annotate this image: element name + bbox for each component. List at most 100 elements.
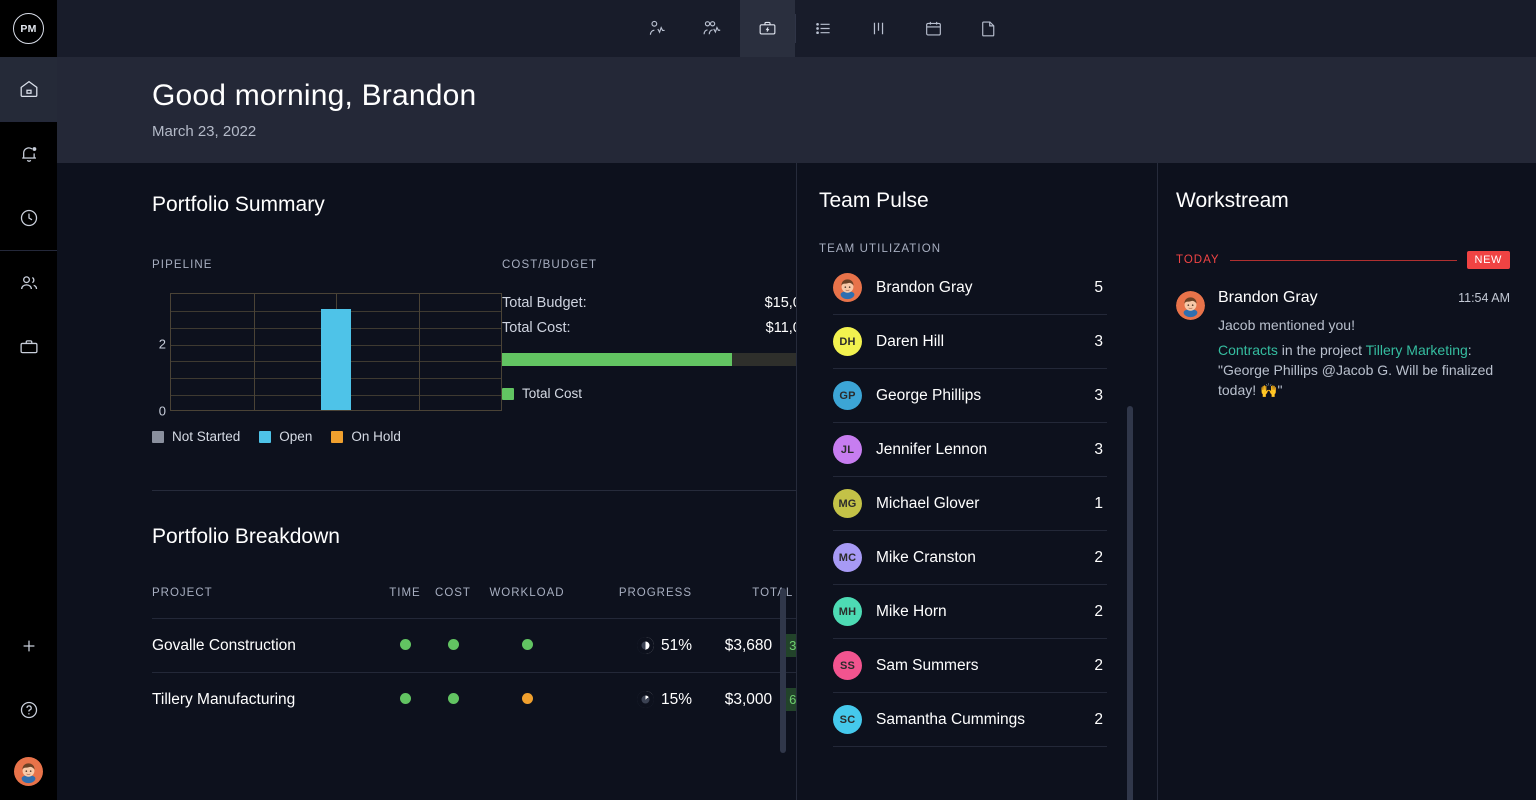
member-task-count: 3: [1094, 440, 1103, 458]
portfolio-scrollbar[interactable]: [780, 588, 786, 753]
member-avatar-initials: SS: [833, 651, 862, 680]
member-name: Brandon Gray: [876, 278, 973, 296]
status-dot-workload: [521, 638, 533, 650]
cell-progress: 15%: [577, 691, 692, 709]
member-avatar-initials: SC: [833, 705, 862, 734]
total-cost-key: Total Cost:: [502, 320, 571, 336]
sidebar-item-projects[interactable]: [0, 315, 57, 379]
legend-label: Not Started: [172, 429, 241, 444]
sidebar-user-avatar[interactable]: [0, 742, 57, 800]
sidebar-item-add[interactable]: [0, 614, 57, 678]
list-item[interactable]: MH Mike Horn 2: [833, 585, 1107, 639]
sidebar-item-notifications[interactable]: [0, 122, 57, 186]
cost-budget-section: COST/BUDGET Total Budget: $15,000 Total …: [502, 259, 796, 444]
topnav-item-calendar[interactable]: [906, 0, 961, 57]
topnav-item-documents[interactable]: [961, 0, 1016, 57]
home-icon: [18, 78, 40, 100]
chart-bar[interactable]: [321, 308, 351, 410]
sidebar-item-timesheets[interactable]: [0, 186, 57, 250]
workstream-project-link[interactable]: Tillery Marketing: [1365, 342, 1468, 358]
chart-gridline-v: [418, 294, 420, 410]
total-budget-value: $15,000: [764, 295, 796, 311]
portfolio-breakdown-title: Portfolio Breakdown: [152, 525, 340, 548]
avatar: [1176, 291, 1205, 320]
cell-progress: 51%: [577, 637, 692, 655]
app-logo[interactable]: PM: [0, 0, 57, 57]
member-avatar-initials: DH: [833, 327, 862, 356]
panel-divider-2: [1157, 163, 1158, 800]
list-item[interactable]: MC Mike Cranston 2: [833, 531, 1107, 585]
workstream-mid-text: in the project: [1277, 342, 1366, 358]
topnav-item-portfolio[interactable]: [739, 0, 795, 57]
plus-icon: [19, 636, 39, 656]
member-name: Mike Cranston: [876, 548, 976, 566]
help-icon: [18, 699, 40, 721]
workstream-day-divider: TODAY NEW: [1176, 251, 1510, 269]
total-cost-amount: $3,000: [724, 690, 773, 708]
chart-legend-item[interactable]: On Hold: [331, 429, 401, 444]
top-bar: [57, 0, 1536, 57]
total-budget-row: Total Budget: $15,000: [502, 295, 796, 311]
workstream-task-link[interactable]: Contracts: [1218, 342, 1278, 358]
member-name: Daren Hill: [876, 332, 945, 350]
workstream-avatar: [1176, 291, 1205, 320]
greeting-band: Good morning, Brandon March 23, 2022: [57, 57, 1536, 163]
topnav-item-team[interactable]: [685, 0, 740, 57]
logo-text: PM: [13, 13, 44, 44]
workstream-timestamp: 11:54 AM: [1458, 291, 1510, 305]
column-header-workload: WORKLOAD: [489, 587, 565, 599]
column-header-time: TIME: [389, 587, 421, 599]
workstream-body: Brandon Gray 11:54 AM Jacob mentioned yo…: [1218, 289, 1510, 400]
list-item[interactable]: SS Sam Summers 2: [833, 639, 1107, 693]
list-item[interactable]: GP George Phillips 3: [833, 369, 1107, 423]
list-item[interactable]: JL Jennifer Lennon 3: [833, 423, 1107, 477]
chart-legend-item[interactable]: Not Started: [152, 429, 240, 444]
document-icon: [978, 18, 999, 39]
topnav-item-my-work[interactable]: [630, 0, 685, 57]
total-cost-swatch: [502, 387, 514, 400]
legend-swatch: [259, 430, 272, 443]
sidebar-item-help[interactable]: [0, 678, 57, 742]
page-title: Good morning, Brandon: [152, 79, 477, 112]
cell-project: Tillery Manufacturing: [152, 690, 296, 708]
progress-donut: [636, 691, 654, 708]
bell-icon: [18, 143, 40, 165]
cell-workload: [477, 637, 577, 655]
clock-icon: [18, 207, 40, 229]
team-pulse-scrollbar[interactable]: [1127, 406, 1133, 800]
workstream-item-header: Brandon Gray 11:54 AM: [1218, 289, 1510, 307]
list-item[interactable]: Brandon Gray 5: [833, 261, 1107, 315]
topnav-item-list[interactable]: [796, 0, 851, 57]
chart-legend-item[interactable]: Open: [259, 429, 312, 444]
member-avatar-initials: MC: [833, 543, 862, 572]
list-item[interactable]: DH Daren Hill 3: [833, 315, 1107, 369]
people-icon: [18, 272, 40, 294]
status-dot-workload: [521, 692, 533, 704]
member-avatar-initials: MG: [833, 489, 862, 518]
cell-cost: [429, 691, 477, 709]
sidebar-item-home[interactable]: [0, 57, 57, 121]
member-task-count: 2: [1094, 602, 1103, 620]
sidebar-divider: [0, 121, 57, 122]
list-item[interactable]: SC Samantha Cummings 2: [833, 693, 1107, 747]
person-pulse-icon: [647, 18, 668, 39]
panel-divider-1: [796, 163, 797, 800]
pipeline-label: PIPELINE: [152, 259, 213, 271]
member-name: Michael Glover: [876, 494, 980, 512]
list-item[interactable]: MG Michael Glover 1: [833, 477, 1107, 531]
left-sidebar: PM: [0, 0, 57, 800]
status-dot-time: [399, 692, 411, 704]
topnav-item-board[interactable]: [851, 0, 906, 57]
workstream-item[interactable]: Brandon Gray 11:54 AM Jacob mentioned yo…: [1176, 289, 1510, 400]
sidebar-divider-2: [0, 250, 57, 251]
chart-gridline-v: [253, 294, 255, 410]
sidebar-item-people[interactable]: [0, 251, 57, 315]
